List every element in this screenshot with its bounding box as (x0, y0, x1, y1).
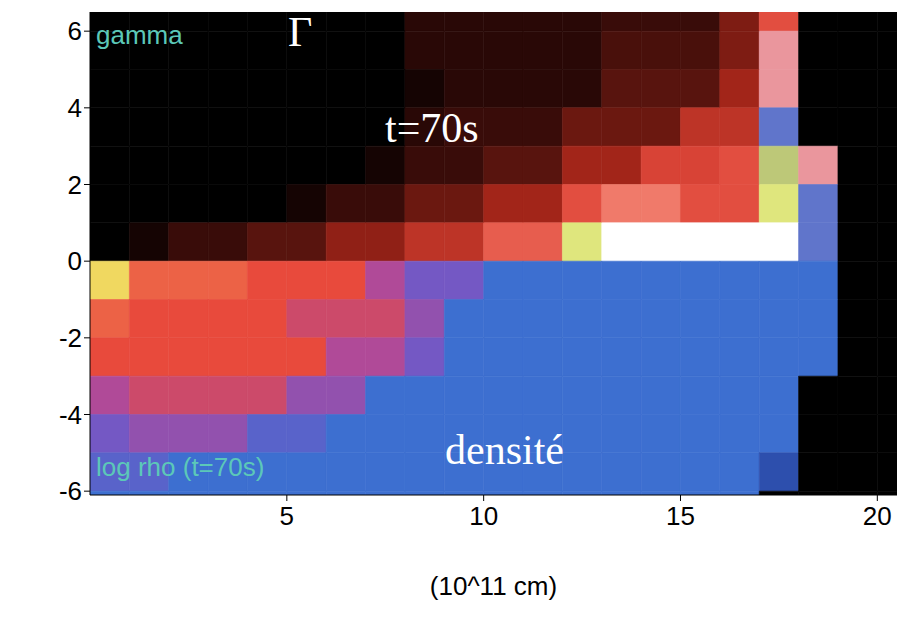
svg-text:0: 0 (68, 246, 82, 276)
svg-text:-6: -6 (59, 476, 82, 506)
svg-text:6: 6 (68, 16, 82, 46)
svg-text:2: 2 (68, 170, 82, 200)
svg-text:15: 15 (666, 501, 695, 531)
html-text:densité: densité (445, 427, 564, 473)
svg-text:-4: -4 (59, 400, 82, 430)
svg-text:5: 5 (280, 501, 294, 531)
svg-text:10: 10 (469, 501, 498, 531)
html-text:gamma: gamma (96, 20, 183, 50)
svg-text:4: 4 (68, 93, 82, 123)
html-text:Γ: Γ (288, 9, 313, 55)
html-text:log rho (t=70s): log rho (t=70s) (96, 452, 265, 482)
svg-text:20: 20 (863, 501, 892, 531)
svg-text:(10^11 cm): (10^11 cm) (430, 571, 557, 601)
html-text:t=70s: t=70s (385, 105, 479, 151)
svg-text:-2: -2 (59, 323, 82, 353)
